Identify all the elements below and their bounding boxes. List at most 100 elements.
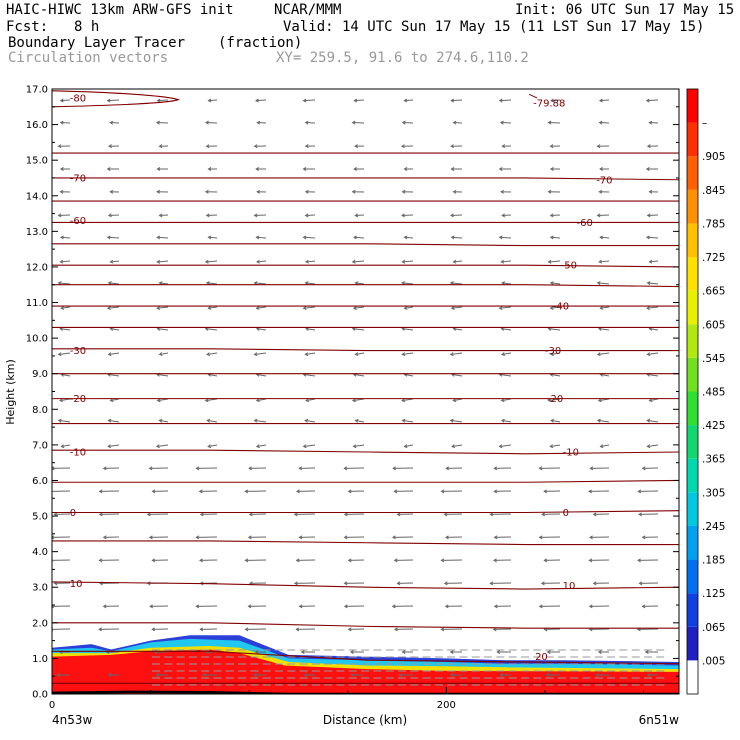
vector-shaft: [353, 236, 365, 239]
vector-shaft: [402, 398, 414, 402]
vector-head: [207, 167, 212, 171]
vector-shaft: [305, 419, 316, 423]
vector-shaft: [110, 260, 120, 263]
y-tick-label: 3.0: [32, 583, 48, 594]
wind-vector: [645, 167, 659, 172]
vector-head: [449, 418, 454, 423]
vector-shaft: [157, 260, 169, 263]
vector-head: [501, 281, 506, 286]
vector-head: [545, 673, 550, 677]
vector-shaft: [649, 260, 659, 263]
vector-head: [354, 418, 359, 423]
vector-head: [56, 673, 61, 677]
vector-head: [646, 281, 651, 286]
vector-shaft: [60, 328, 71, 331]
colorbar-swatch: [687, 122, 698, 157]
wind-vector: [543, 558, 561, 563]
vector-shaft: [157, 328, 169, 331]
vector-head: [59, 120, 64, 125]
vector-head: [401, 352, 406, 357]
wind-vector: [156, 398, 169, 403]
wind-vector: [102, 466, 120, 471]
wind-vector: [256, 120, 267, 125]
wind-vector: [57, 418, 71, 423]
x-tick-label: 200: [437, 700, 456, 711]
vector-head: [253, 144, 258, 149]
vector-shaft: [548, 328, 561, 331]
vector-shaft: [501, 398, 512, 402]
colorbar-label: .485: [702, 387, 725, 399]
wind-vector: [302, 444, 316, 449]
vector-head: [401, 650, 406, 654]
vector-head: [255, 235, 260, 240]
vector-shaft: [550, 282, 561, 285]
vector-shaft: [303, 306, 316, 309]
contour-label: -10: [70, 448, 86, 459]
y-tick-label: 2.0: [32, 618, 48, 629]
vector-head: [645, 167, 650, 172]
wind-vector: [599, 235, 610, 240]
vector-head: [353, 98, 358, 103]
vector-head: [549, 167, 554, 172]
wind-vector: [255, 398, 267, 403]
chart-title: HAIC-HIWC 13km ARW-GFS init: [6, 2, 234, 18]
vector-head: [248, 466, 252, 471]
wind-vector: [108, 144, 120, 149]
colorbar-swatch: [687, 559, 698, 594]
wind-vector: [255, 306, 267, 310]
wind-vector: [541, 512, 561, 517]
vector-head: [158, 418, 163, 423]
vector-shaft: [502, 282, 512, 285]
vector-shaft: [303, 236, 316, 239]
vector-head: [493, 535, 498, 540]
vector-head: [148, 466, 153, 471]
wind-vector: [598, 189, 610, 194]
wind-vector: [547, 120, 561, 125]
wind-vector: [305, 398, 316, 403]
vector-shaft: [305, 352, 316, 356]
wind-vector: [354, 213, 365, 218]
vector-shaft: [647, 352, 659, 356]
wind-vector: [493, 558, 512, 563]
contour-labels: -80 -79.88 -70 -70 -60 -60 -50 -40 -30 -30 -20 -20 -…: [70, 93, 613, 663]
wind-vector: [547, 259, 561, 264]
wind-vector: [107, 281, 120, 286]
vector-shaft: [159, 419, 169, 423]
vector-shaft: [550, 373, 561, 377]
y-tick-label: 8.0: [32, 405, 48, 416]
wind-vector: [59, 120, 71, 125]
vector-head: [247, 535, 252, 540]
wind-vector: [350, 673, 364, 677]
vector-head: [302, 235, 307, 240]
wind-vector: [596, 418, 610, 423]
vector-head: [401, 398, 406, 403]
vector-head: [255, 444, 260, 449]
wind-vector: [109, 259, 120, 264]
vector-head: [403, 167, 408, 171]
wind-vector: [207, 167, 218, 171]
y-tick-label: 7.0: [32, 440, 48, 451]
wind-vector: [52, 489, 71, 494]
vector-head: [549, 144, 554, 149]
contour-label: 10: [563, 581, 576, 592]
wind-vector: [303, 673, 315, 677]
wind-vector: [648, 120, 659, 125]
wind-vector: [443, 512, 463, 517]
wind-vector: [298, 466, 316, 471]
wind-vector: [496, 650, 511, 654]
vector-shaft: [205, 260, 218, 263]
vector-head: [253, 213, 258, 218]
vector-head: [148, 535, 153, 540]
wind-vector: [354, 144, 365, 149]
vector-head: [347, 627, 352, 632]
vector-shaft: [205, 398, 218, 402]
vector-head: [550, 418, 555, 423]
vector-shaft: [499, 99, 512, 102]
wind-vector: [255, 235, 267, 240]
vector-head: [588, 489, 592, 494]
vector-head: [198, 489, 203, 494]
wind-vector: [205, 120, 218, 125]
vector-head: [501, 213, 506, 218]
vector-shaft: [451, 306, 463, 309]
vector-head: [107, 444, 112, 449]
